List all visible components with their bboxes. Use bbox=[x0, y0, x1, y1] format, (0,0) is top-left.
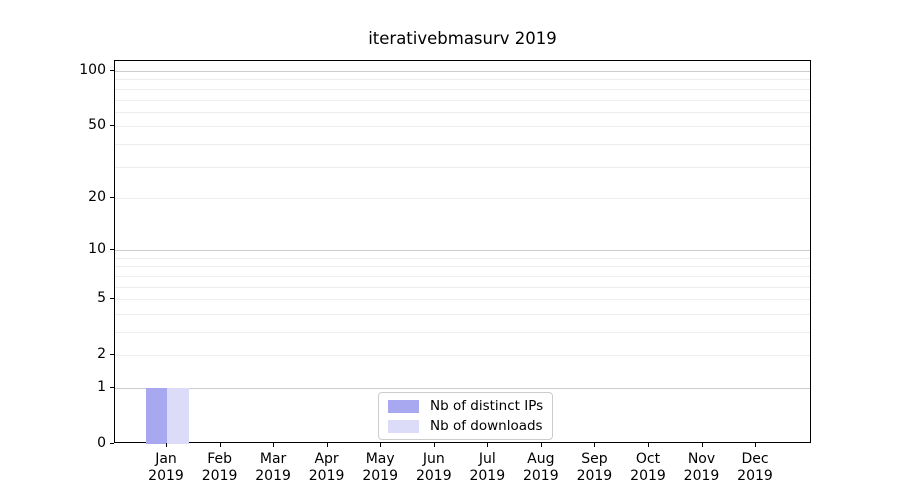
x-tick-label: Sep 2019 bbox=[576, 451, 613, 484]
y-tick-label: 20 bbox=[88, 188, 106, 205]
gridline-minor bbox=[115, 332, 810, 333]
legend-swatch-downloads bbox=[388, 419, 419, 433]
y-tick-mark bbox=[110, 443, 114, 444]
x-tick-label: Dec 2019 bbox=[737, 451, 773, 484]
legend-swatch-distinct-ips bbox=[388, 399, 419, 413]
y-tick-mark bbox=[110, 196, 114, 198]
x-tick-label: Feb 2019 bbox=[201, 451, 238, 484]
bar bbox=[145, 388, 167, 444]
x-tick-mark bbox=[166, 443, 167, 447]
gridline-minor bbox=[115, 257, 810, 259]
x-tick-label: May 2019 bbox=[362, 451, 398, 484]
y-tick-mark bbox=[110, 249, 114, 251]
x-tick-label: Mar 2019 bbox=[255, 451, 291, 484]
x-tick-mark bbox=[755, 443, 756, 447]
gridline-minor bbox=[115, 111, 810, 113]
x-tick-label: Oct 2019 bbox=[630, 451, 666, 484]
gridline-minor bbox=[115, 286, 810, 288]
plot-area bbox=[114, 60, 811, 444]
gridline-minor bbox=[115, 166, 810, 168]
gridline-major bbox=[115, 250, 810, 252]
gridline-minor bbox=[115, 355, 810, 357]
y-tick-mark bbox=[110, 354, 114, 356]
gridline-major bbox=[115, 388, 810, 389]
x-tick-label: Jan 2019 bbox=[148, 451, 184, 484]
gridline-minor bbox=[115, 126, 810, 128]
gridline-minor bbox=[115, 79, 810, 81]
x-tick-mark bbox=[380, 443, 382, 447]
legend: Nb of distinct IPs Nb of downloads bbox=[378, 392, 554, 440]
y-tick-mark bbox=[110, 298, 114, 300]
x-tick-mark bbox=[487, 443, 489, 447]
y-tick-label: 2 bbox=[97, 346, 106, 363]
legend-item-downloads: Nb of downloads bbox=[388, 419, 543, 433]
legend-label: Nb of distinct IPs bbox=[430, 398, 544, 414]
gridline-minor bbox=[115, 266, 810, 268]
y-tick-mark bbox=[110, 70, 114, 71]
x-tick-label: Aug 2019 bbox=[522, 451, 559, 484]
x-tick-mark bbox=[594, 443, 596, 447]
y-tick-label: 10 bbox=[88, 241, 106, 258]
legend-item-distinct-ips: Nb of distinct IPs bbox=[388, 399, 543, 413]
x-tick-label: Jun 2019 bbox=[415, 451, 452, 484]
legend-label: Nb of downloads bbox=[430, 418, 543, 434]
x-tick-label: Apr 2019 bbox=[308, 451, 345, 484]
gridline-minor bbox=[115, 299, 810, 301]
y-tick-label: 1 bbox=[97, 379, 106, 395]
y-tick-label: 0 bbox=[97, 435, 106, 451]
x-tick-mark bbox=[219, 443, 221, 447]
gridline-minor bbox=[115, 313, 810, 315]
y-tick-label: 5 bbox=[97, 290, 106, 307]
y-tick-label: 100 bbox=[79, 62, 106, 78]
x-tick-mark bbox=[273, 443, 275, 447]
gridline-minor bbox=[115, 143, 810, 145]
gridline-minor bbox=[115, 197, 810, 199]
y-tick-mark bbox=[110, 125, 114, 127]
y-tick-mark bbox=[110, 387, 114, 388]
x-tick-label: Nov 2019 bbox=[683, 451, 720, 484]
gridline-major bbox=[115, 71, 810, 72]
y-tick-label: 50 bbox=[88, 117, 106, 134]
gridline-minor bbox=[115, 275, 810, 277]
gridline-minor bbox=[115, 99, 810, 101]
x-tick-label: Jul 2019 bbox=[469, 451, 506, 484]
bar bbox=[167, 388, 189, 444]
x-tick-mark bbox=[540, 443, 542, 447]
gridline-minor bbox=[115, 88, 810, 90]
x-tick-mark bbox=[433, 443, 435, 447]
x-tick-mark bbox=[701, 443, 703, 447]
chart-title: iterativebmasurv 2019 bbox=[368, 29, 557, 48]
x-tick-mark bbox=[648, 443, 649, 447]
x-tick-mark bbox=[326, 443, 328, 447]
